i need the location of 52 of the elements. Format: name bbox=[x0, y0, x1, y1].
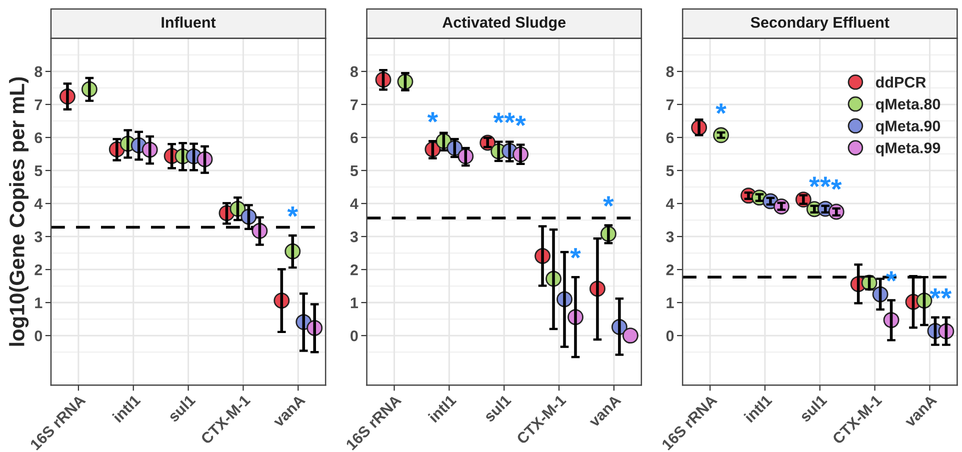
y-tick-label: 7 bbox=[34, 99, 42, 110]
y-tick-label: 5 bbox=[350, 166, 358, 176]
y-tick-label: 3 bbox=[350, 231, 358, 242]
y-tick-label: 6 bbox=[666, 132, 674, 144]
y-tick-label: 1 bbox=[666, 298, 674, 308]
legend-label: qMeta.90 bbox=[876, 120, 940, 134]
y-tick-label: 0 bbox=[34, 330, 42, 342]
annotation: * bbox=[504, 112, 515, 124]
x-tick-label: sul1 bbox=[167, 394, 196, 423]
annotation: * bbox=[493, 112, 504, 124]
chart-title: Influent bbox=[162, 16, 216, 28]
annotation: * bbox=[603, 196, 614, 207]
annotation: * bbox=[831, 179, 842, 190]
y-tick-label: 2 bbox=[666, 264, 674, 276]
chart-title: Activated Sludge bbox=[442, 16, 566, 31]
y-tick-label: 7 bbox=[666, 99, 674, 110]
annotation: * bbox=[809, 176, 820, 188]
annotation: * bbox=[716, 103, 726, 114]
y-tick-label: 7 bbox=[350, 99, 358, 110]
y-tick-label: 3 bbox=[666, 231, 674, 242]
legend-label: ddPCR bbox=[876, 76, 926, 88]
y-tick-label: 5 bbox=[666, 166, 674, 176]
annotation: * bbox=[886, 271, 897, 282]
annotation: * bbox=[515, 116, 526, 126]
x-tick-label: sul1 bbox=[798, 394, 828, 423]
y-tick-label: 2 bbox=[350, 264, 358, 276]
y-tick-label: 1 bbox=[350, 298, 358, 308]
y-tick-label: 6 bbox=[34, 132, 42, 144]
y-tick-label: 5 bbox=[34, 166, 42, 176]
legend-label: qMeta.80 bbox=[876, 98, 940, 113]
y-tick-label: 8 bbox=[666, 66, 674, 78]
legend-label: qMeta.99 bbox=[876, 142, 940, 156]
y-tick-label: 8 bbox=[34, 66, 42, 78]
y-tick-label: 3 bbox=[34, 231, 42, 242]
annotation: * bbox=[820, 176, 831, 188]
y-tick-label: 4 bbox=[350, 198, 358, 210]
y-tick-label: 4 bbox=[666, 198, 674, 210]
annotation: * bbox=[570, 248, 581, 258]
y-axis-title: log10(Gene Copies per mL) bbox=[9, 77, 29, 346]
y-tick-label: 4 bbox=[34, 198, 43, 210]
y-tick-label: 6 bbox=[350, 132, 358, 144]
y-tick-label: 0 bbox=[350, 330, 358, 342]
annotation: * bbox=[287, 206, 298, 217]
annotation: * bbox=[940, 288, 952, 299]
annotation: * bbox=[930, 288, 941, 299]
x-tick-label: sul1 bbox=[482, 394, 512, 423]
annotation: * bbox=[427, 112, 438, 122]
y-tick-label: 2 bbox=[34, 264, 42, 276]
y-tick-label: 1 bbox=[35, 298, 42, 308]
chart-title: Secondary Effluent bbox=[750, 16, 890, 31]
y-tick-label: 0 bbox=[666, 330, 674, 342]
y-tick-label: 8 bbox=[350, 66, 358, 78]
